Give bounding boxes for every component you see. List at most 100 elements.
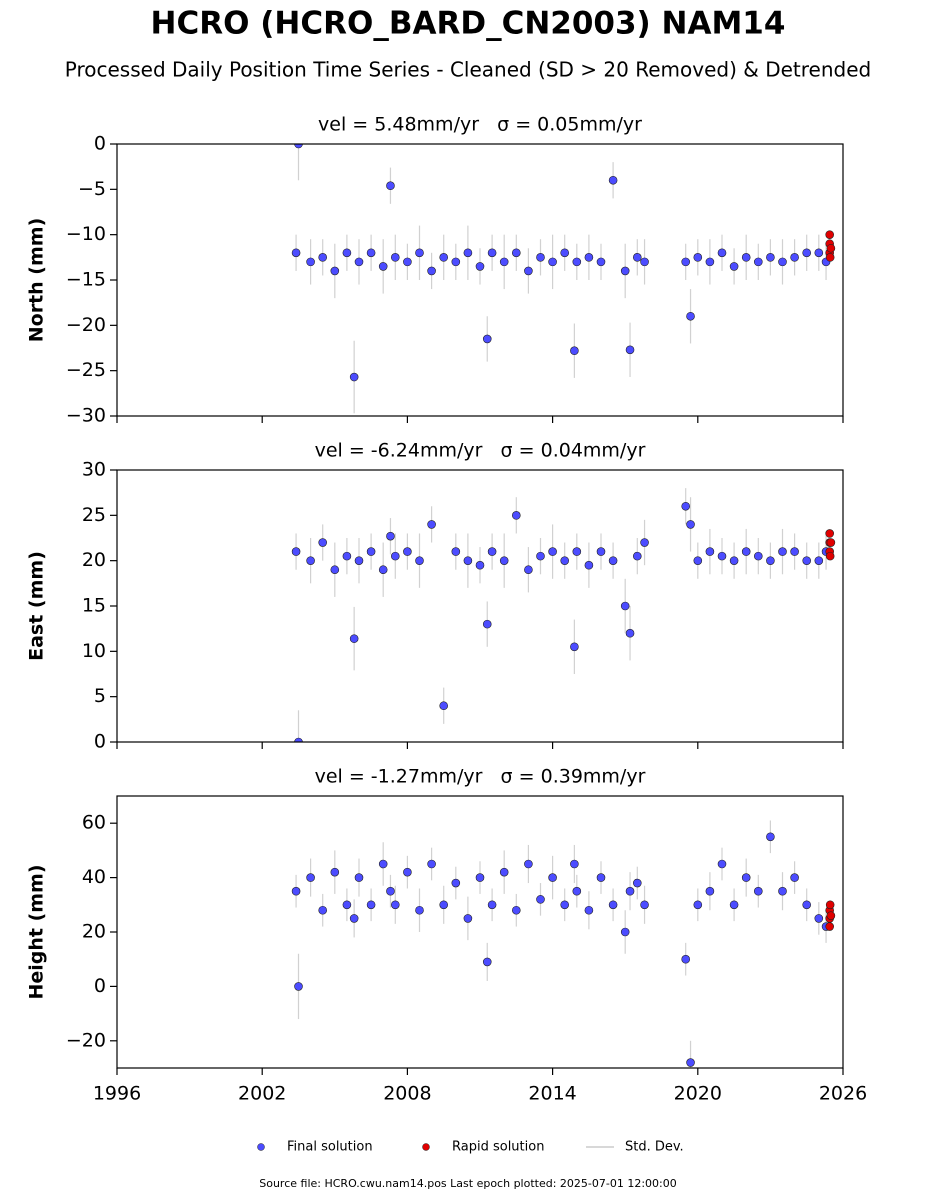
y-axis-label: North (mm) [26,218,48,343]
data-point [482,619,492,629]
figure-title: HCRO (HCRO_BARD_CN2003) NAM14 [151,6,786,42]
data-point [524,565,533,575]
data-point [403,867,412,877]
data-point [632,551,642,561]
data-point [354,556,364,565]
data-point [693,900,703,910]
data-point [475,262,485,271]
y-tick-label: 40 [82,866,106,888]
data-point [620,927,630,937]
data-point [482,334,492,344]
legend-label: Std. Dev. [625,1140,684,1155]
data-point [487,900,497,910]
data-point [826,243,836,253]
data-point [378,565,388,575]
data-point [790,873,799,882]
data-point [536,253,545,262]
data-point [560,900,570,910]
data-point [686,1058,695,1067]
data-point [625,345,635,355]
data-point [814,248,824,258]
data-point [294,982,303,991]
data-point [596,257,606,267]
data-point [294,144,303,149]
y-tick-label: 5 [94,685,106,707]
data-point [790,253,799,262]
data-point [778,547,787,556]
data-point [572,257,582,267]
plot-area [291,144,836,414]
data-point [741,873,751,882]
data-point [511,248,521,258]
data-point [681,501,691,511]
y-tick-label: −15 [66,269,106,291]
data-point [640,257,649,267]
data-point [729,556,739,565]
data-point [291,886,301,896]
data-point [342,248,352,258]
data-point [717,859,727,869]
x-tick-label: 2002 [238,1083,286,1105]
y-tick-label: −20 [66,314,106,336]
data-point [608,556,618,565]
data-point [349,372,359,382]
data-point [427,266,436,276]
data-point [524,266,533,276]
axes-frame [116,795,844,1069]
data-point [686,311,695,321]
data-point [536,551,545,561]
data-point [572,547,582,556]
data-point [825,529,834,538]
data-point [741,547,751,556]
data-point [584,905,594,915]
data-point [608,900,618,910]
y-tick-label: 25 [82,504,106,526]
data-point [729,262,739,271]
data-point [451,547,461,556]
data-point [825,922,834,931]
data-point [386,531,395,541]
y-tick-label: 20 [82,549,106,571]
data-point [306,556,315,565]
data-point [366,547,376,556]
x-tick-label: 2020 [674,1083,722,1105]
data-point [632,253,642,262]
data-point [826,911,836,920]
data-point [386,181,395,191]
data-point [681,257,691,267]
data-point [778,886,787,896]
y-tick-label: −30 [66,405,106,427]
data-point [753,886,763,896]
y-tick-label: 0 [94,975,106,997]
y-tick-label: −5 [78,178,106,200]
legend-marker [422,1143,430,1151]
data-point [753,551,763,561]
data-point [825,551,835,561]
data-point [608,175,618,185]
plot-area [291,820,836,1068]
data-point [294,737,303,742]
data-point [403,257,412,267]
data-point [766,253,775,262]
data-point [596,873,606,882]
data-point [825,253,835,262]
data-point [717,248,727,258]
data-point [584,560,594,570]
points [291,820,836,1068]
data-point [318,905,328,915]
data-point [802,900,812,910]
data-point [729,900,739,910]
panel-title: vel = -6.24mm/yr σ = 0.04mm/yr [315,440,646,462]
panel-title: vel = 5.48mm/yr σ = 0.05mm/yr [318,114,642,136]
data-point [291,547,301,556]
data-point [596,547,606,556]
data-point [390,551,400,561]
data-point [427,520,436,529]
data-point [463,556,473,565]
legend-label: Rapid solution [452,1140,544,1155]
data-point [349,914,359,923]
y-tick-label: 30 [82,459,106,481]
data-point [366,900,376,910]
data-point [330,867,340,877]
data-point [753,257,763,267]
